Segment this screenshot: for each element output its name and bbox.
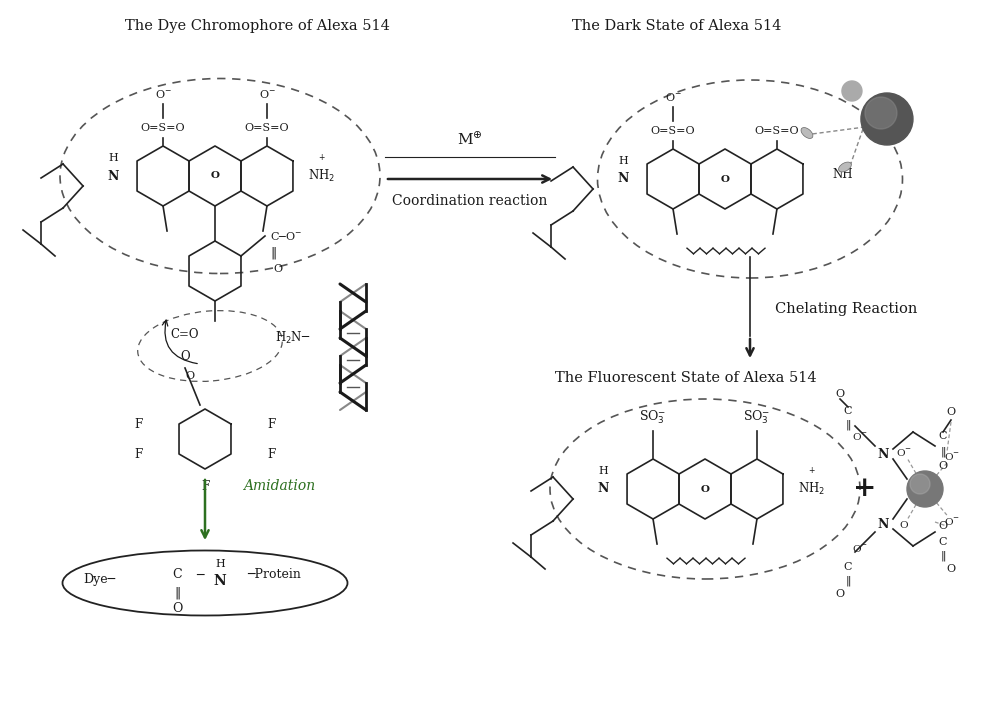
Text: H: H — [598, 466, 608, 476]
Text: O: O — [180, 350, 190, 362]
Text: F: F — [134, 447, 142, 461]
Text: N: N — [617, 172, 629, 186]
Text: F: F — [268, 447, 276, 461]
Text: $\|$: $\|$ — [845, 418, 851, 432]
Text: O: O — [946, 564, 956, 574]
Text: N: N — [214, 574, 226, 588]
Text: $^{+}$: $^{+}$ — [808, 466, 816, 476]
Text: O: O — [273, 264, 282, 274]
Text: $\|$: $\|$ — [940, 445, 946, 459]
Text: O: O — [700, 484, 710, 494]
Circle shape — [842, 81, 862, 101]
Text: O: O — [172, 601, 182, 615]
Text: N: N — [597, 482, 609, 496]
Text: O: O — [185, 371, 195, 381]
Circle shape — [910, 474, 930, 494]
Text: The Dye Chromophore of Alexa 514: The Dye Chromophore of Alexa 514 — [125, 19, 390, 33]
Text: Dye─: Dye─ — [83, 573, 115, 585]
Text: O: O — [938, 461, 948, 471]
Text: $\|$: $\|$ — [845, 574, 851, 588]
Text: C: C — [939, 431, 947, 441]
Text: O: O — [946, 407, 956, 417]
Text: The Fluorescent State of Alexa 514: The Fluorescent State of Alexa 514 — [555, 371, 817, 385]
Text: O: O — [720, 175, 730, 184]
Text: NH$_{2}$: NH$_{2}$ — [798, 481, 826, 497]
Text: $\|$: $\|$ — [174, 585, 180, 601]
Text: SO$_{3}^{-}$: SO$_{3}^{-}$ — [743, 408, 771, 426]
Text: H$_{2}$N─: H$_{2}$N─ — [275, 330, 310, 346]
Circle shape — [861, 93, 913, 145]
Text: C─O$^{-}$: C─O$^{-}$ — [270, 230, 302, 242]
Text: Coordination reaction: Coordination reaction — [392, 194, 548, 208]
Text: $^{+}$: $^{+}$ — [318, 153, 326, 163]
Text: O: O — [210, 172, 220, 180]
Text: O$^{-}$: O$^{-}$ — [944, 451, 960, 463]
Text: H: H — [618, 156, 628, 166]
Text: O: O — [835, 589, 845, 599]
Text: Amidation: Amidation — [243, 479, 315, 493]
Text: $\|$: $\|$ — [270, 245, 277, 261]
Circle shape — [865, 97, 897, 129]
Text: H: H — [215, 559, 225, 569]
Text: H: H — [108, 153, 118, 163]
Circle shape — [907, 471, 943, 507]
Text: O$^{-}$: O$^{-}$ — [665, 91, 681, 103]
Text: Chelating Reaction: Chelating Reaction — [775, 302, 917, 316]
Text: O=S=O: O=S=O — [651, 126, 695, 136]
Text: M$^{+}$: M$^{+}$ — [876, 111, 898, 127]
Text: $\|$: $\|$ — [940, 549, 946, 563]
Text: F: F — [201, 480, 209, 494]
Text: M$^{\oplus}$: M$^{\oplus}$ — [457, 130, 483, 148]
Text: O=S=O: O=S=O — [141, 123, 185, 133]
Text: O$^{-}$: O$^{-}$ — [155, 88, 171, 100]
Text: NH$_{2}$: NH$_{2}$ — [308, 168, 336, 184]
Text: The Dark State of Alexa 514: The Dark State of Alexa 514 — [572, 19, 781, 33]
Text: +: + — [853, 475, 877, 503]
Text: $^{\oplus}$: $^{\oplus}$ — [931, 473, 937, 482]
Text: SO$_{3}^{-}$: SO$_{3}^{-}$ — [639, 408, 667, 426]
Text: O$^{-}$: O$^{-}$ — [852, 432, 868, 442]
Text: O: O — [835, 389, 845, 399]
Ellipse shape — [839, 162, 851, 172]
Text: C: C — [939, 537, 947, 547]
Text: O=S=O: O=S=O — [245, 123, 289, 133]
Text: F: F — [268, 418, 276, 430]
Text: N: N — [877, 517, 889, 531]
Text: O=S=O: O=S=O — [755, 126, 799, 136]
Text: C: C — [844, 562, 852, 572]
Text: N: N — [107, 170, 119, 182]
Text: C: C — [844, 406, 852, 416]
Text: C=O: C=O — [171, 327, 199, 341]
Text: F: F — [134, 418, 142, 430]
Text: O: O — [900, 521, 908, 530]
Text: O$^{-}$: O$^{-}$ — [896, 447, 912, 458]
Ellipse shape — [801, 128, 813, 138]
Text: NH: NH — [832, 168, 852, 180]
Text: N: N — [877, 447, 889, 461]
Text: O$^{-}$: O$^{-}$ — [259, 88, 275, 100]
Text: O$^{-}$: O$^{-}$ — [852, 543, 868, 554]
Text: O: O — [938, 521, 948, 531]
Text: ─Protein: ─Protein — [247, 569, 301, 582]
Text: C: C — [172, 569, 182, 582]
Text: M: M — [919, 484, 931, 494]
Text: O$^{-}$: O$^{-}$ — [944, 516, 960, 526]
Text: ─: ─ — [196, 569, 204, 582]
